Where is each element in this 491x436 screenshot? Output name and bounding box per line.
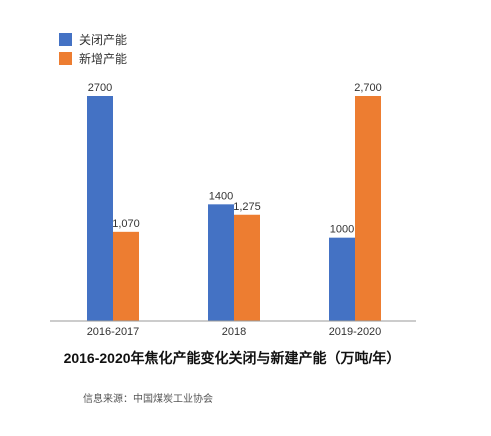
x-tick-label-2: 2019-2020: [329, 326, 382, 338]
legend-swatch-closed: [59, 33, 72, 46]
bar-closed-1: [208, 204, 234, 321]
data-label-new-2: 2,700: [354, 82, 382, 94]
legend-label-new: 新增产能: [79, 51, 127, 66]
data-label-closed-0: 2700: [88, 82, 112, 94]
bar-new-2: [355, 96, 381, 321]
x-tick-label-0: 2016-2017: [87, 326, 140, 338]
data-label-new-0: 1,070: [112, 218, 140, 230]
legend-swatch-new: [59, 52, 72, 65]
bar-closed-2: [329, 237, 355, 321]
data-label-closed-2: 1000: [330, 224, 354, 236]
bar-closed-0: [87, 96, 113, 321]
legend: 关闭产能 新增产能: [59, 33, 127, 66]
x-tick-labels: 2016-2017 2018 2019-2020: [87, 326, 382, 338]
bar-new-0: [113, 231, 139, 321]
data-label-new-1: 1,275: [233, 201, 261, 213]
chart-title: 2016-2020年焦化产能变化关闭与新建产能（万吨/年）: [64, 350, 401, 366]
source-note: 信息来源：中国煤炭工业协会: [83, 392, 213, 405]
legend-label-closed: 关闭产能: [79, 33, 127, 47]
bar-new-1: [234, 214, 260, 321]
x-tick-label-1: 2018: [222, 326, 246, 338]
data-label-closed-1: 1400: [209, 190, 233, 202]
bars-group: [87, 96, 381, 321]
